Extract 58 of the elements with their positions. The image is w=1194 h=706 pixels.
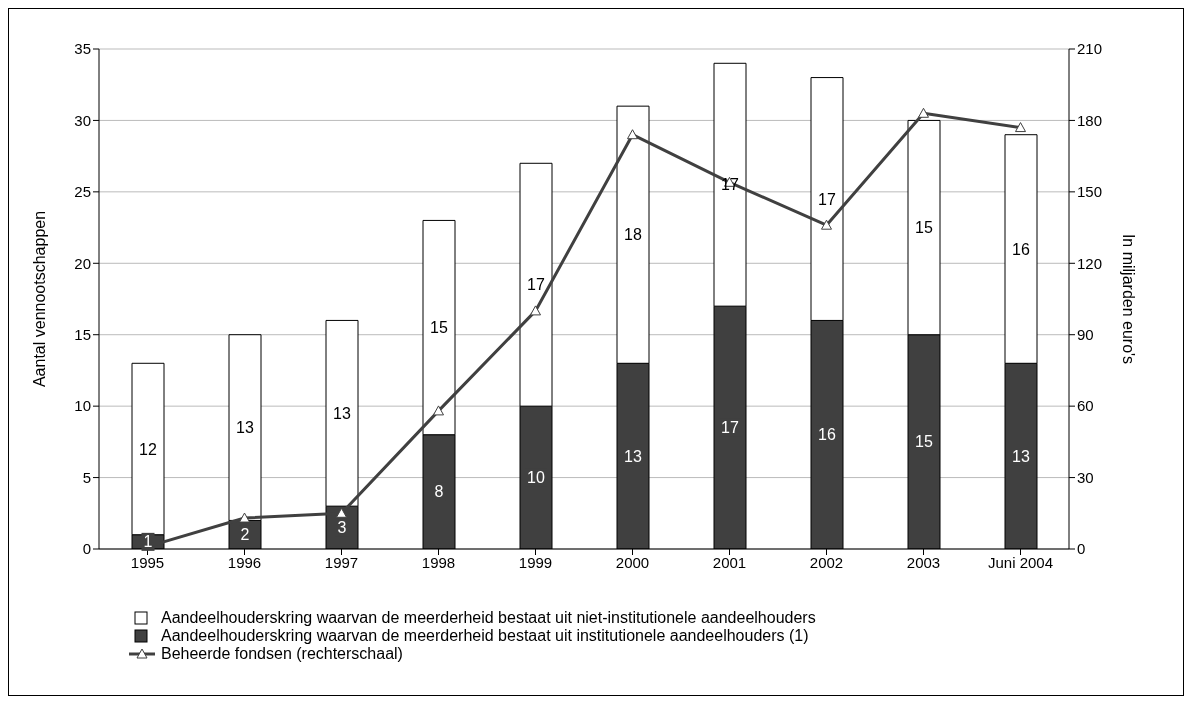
y-tick-label: 30	[74, 111, 91, 129]
y-tick-label: 15	[74, 326, 91, 344]
y2-tick-label: 150	[1077, 183, 1103, 201]
x-tick-label: 2002	[809, 553, 844, 571]
x-tick-label: 1998	[421, 553, 456, 571]
point	[530, 305, 541, 316]
y2-tick-label: 120	[1077, 254, 1103, 272]
y-tick-label: 35	[74, 40, 91, 58]
data-label: 2	[240, 526, 250, 544]
y2-tick-label: 0	[1077, 540, 1086, 558]
point	[336, 507, 347, 518]
data-label: 1	[143, 533, 153, 551]
data-label: 15	[915, 433, 933, 451]
x-tick-label: 1997	[324, 553, 359, 571]
y-tick-label: 25	[74, 183, 91, 201]
point	[918, 107, 929, 118]
data-label: 16	[1012, 240, 1030, 258]
point	[1015, 122, 1026, 133]
data-label: 8	[434, 483, 444, 501]
y2-tick-label: 210	[1077, 40, 1103, 58]
legend-label: Beheerde fondsen (rechterschaal)	[161, 645, 403, 663]
y2-tick-label: 30	[1077, 468, 1094, 486]
y-tick-label: 20	[74, 254, 91, 272]
point	[239, 512, 250, 523]
data-label: 16	[818, 426, 836, 444]
data-label: 13	[1012, 447, 1030, 465]
y-tick-label: 0	[82, 540, 91, 558]
point	[627, 129, 638, 140]
x-tick-label: 2003	[906, 553, 941, 571]
y2-tick-label: 90	[1077, 326, 1094, 344]
y2-tick-label: 60	[1077, 397, 1094, 415]
data-label: 18	[624, 226, 642, 244]
data-label: 15	[915, 219, 933, 237]
y-axis-title: Aantal vennootschappen	[30, 210, 48, 388]
legend-label: Aandeelhouderskring waarvan de meerderheid bestaat uit niet-institutionele aandeelhouders	[161, 609, 816, 627]
y2-axis-title: In miljarden euro's	[1120, 233, 1138, 365]
x-tick-label: 2000	[615, 553, 650, 571]
y2-tick-label: 180	[1077, 111, 1103, 129]
data-label: 13	[624, 447, 642, 465]
data-label: 17	[721, 419, 739, 437]
data-label: 13	[236, 419, 254, 437]
x-tick-label: Juni 2004	[987, 553, 1054, 571]
x-tick-label: 1996	[227, 553, 262, 571]
x-tick-label: 2001	[712, 553, 747, 571]
data-label: 12	[139, 440, 157, 458]
y-tick-label: 5	[82, 468, 91, 486]
data-label: 17	[527, 276, 545, 294]
point	[821, 219, 832, 230]
data-label: 15	[430, 319, 448, 337]
data-label: 13	[333, 404, 351, 422]
data-label: 3	[337, 519, 347, 537]
point	[433, 405, 444, 416]
x-tick-label: 1999	[518, 553, 553, 571]
legend-label: Aandeelhouderskring waarvan de meerderheid bestaat uit institutionele aandeelhouders (1)	[161, 627, 809, 645]
x-tick-label: 1995	[130, 553, 165, 571]
data-label: 17	[818, 190, 836, 208]
data-label: 10	[527, 469, 545, 487]
y-tick-label: 10	[74, 397, 91, 415]
